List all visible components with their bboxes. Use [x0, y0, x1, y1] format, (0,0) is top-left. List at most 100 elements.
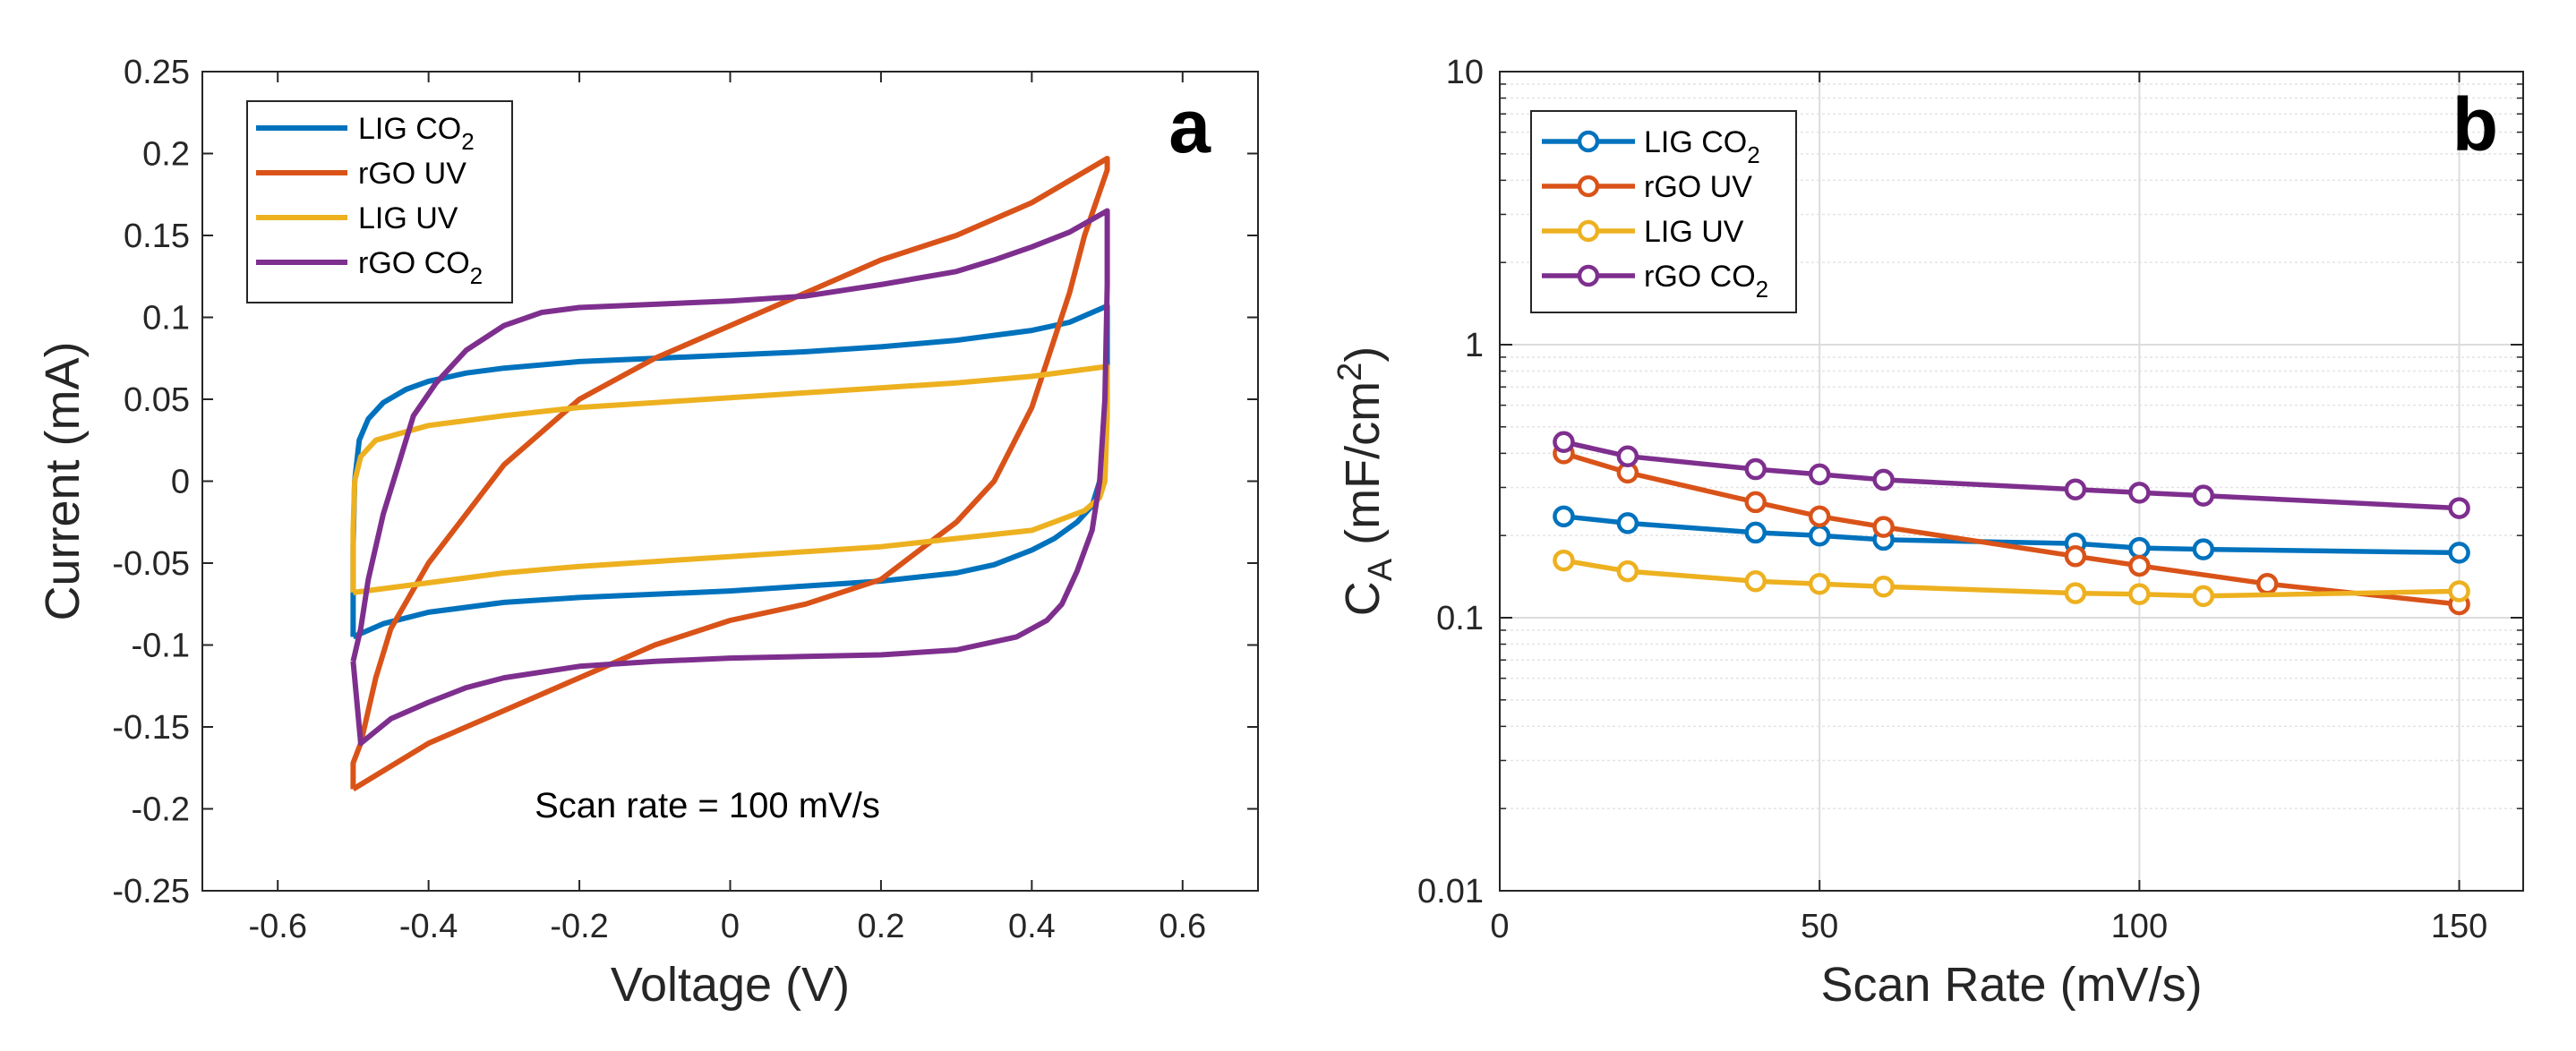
data-point-rgo-co2 [1744, 457, 1767, 481]
x-tick-label: 150 [2431, 908, 2487, 945]
data-point-lig-co2 [2128, 536, 2151, 560]
data-point-lig-uv [2064, 582, 2087, 604]
data-point-lig-uv [2128, 583, 2151, 605]
panel-label-a: a [1168, 84, 1211, 168]
y-axis-label-superscript: 2 [1331, 363, 1369, 381]
data-point-lig-uv [1872, 575, 1895, 598]
y-axis-label-subscript: A [1362, 558, 1399, 581]
data-point-rgo-uv [2128, 554, 2151, 577]
legend-box-a [246, 100, 513, 303]
legend-entry-main: rGO CO [1644, 260, 1756, 294]
y-tick-label: 10 [1446, 54, 1484, 91]
data-point-rgo-uv [2256, 572, 2279, 595]
x-tick-label: 0.6 [1159, 908, 1206, 945]
y-tick-label: -0.2 [132, 791, 190, 829]
data-point-rgo-co2 [1808, 463, 1831, 486]
cv-curve-rgo-uv [350, 156, 1110, 792]
legend-entry-label: rGO UV [358, 157, 466, 191]
y-tick-label: 0.25 [124, 54, 190, 91]
data-point-lig-uv [2192, 585, 2215, 608]
x-tick-label: 50 [1801, 908, 1838, 945]
data-point-rgo-co2 [2128, 482, 2151, 504]
data-point-rgo-uv [1744, 491, 1767, 514]
y-tick-label: 0.05 [124, 381, 190, 419]
panel-b-capacitance-plot: 0 50 100 150 0.01 0.1 1 10 Scan Rate (mV/s) CA (m… [1331, 54, 2524, 1012]
data-point-rgo-co2 [1872, 468, 1895, 491]
x-tick-label: 0.4 [1008, 908, 1056, 945]
legend-marker [1577, 130, 1600, 153]
y-axis-label-close: ) [1336, 346, 1390, 363]
legend-entry-main: rGO CO [358, 246, 470, 280]
y-axis-label-a: Current (mA) [36, 341, 90, 620]
y-tick-label: 0.01 [1417, 873, 1484, 910]
scan-rate-annotation: Scan rate = 100 mV/s [535, 786, 880, 825]
legend-entry-label: LIG UV [358, 201, 458, 235]
legend-entry-main: LIG CO [1644, 125, 1747, 159]
data-point-lig-uv [2448, 580, 2470, 602]
legend-entry-label: rGO CO2 [1644, 260, 1768, 303]
data-point-rgo-co2 [1616, 445, 1639, 467]
x-tick-label: 0 [1490, 908, 1509, 945]
data-point-lig-uv [1744, 570, 1767, 593]
x-tick-label: 100 [2111, 908, 2168, 945]
y-axis-label-units: (mF/cm [1336, 381, 1390, 559]
legend-marker [1577, 264, 1600, 287]
y-tick-label: 0.15 [124, 218, 190, 255]
legend-entry-subscript: 2 [1756, 276, 1768, 303]
data-point-lig-uv [1616, 560, 1639, 583]
data-point-lig-co2 [2448, 542, 2470, 564]
data-point-rgo-uv [1872, 516, 1895, 538]
y-axis-label-b: CA (mF/cm2) [1331, 346, 1399, 616]
legend-entry-subscript: 2 [1747, 141, 1759, 168]
y-tick-label: -0.15 [112, 709, 190, 747]
data-point-lig-uv [1553, 549, 1575, 572]
x-tick-label: 0 [721, 908, 740, 945]
x-tick-label: 0.2 [858, 908, 905, 945]
data-point-rgo-co2 [1553, 431, 1575, 453]
legend-entry-main: LIG UV [1644, 215, 1744, 249]
plot-frame-b [1499, 71, 2524, 892]
legend-entry-subscript: 2 [461, 128, 474, 155]
x-axis-label-b: Scan Rate (mV/s) [1820, 958, 2202, 1012]
data-point-rgo-uv [1808, 505, 1831, 528]
legend-entry-label: rGO CO2 [358, 246, 483, 289]
cv-curve-rgo-co2 [350, 208, 1110, 747]
legend-entry-subscript: 2 [470, 262, 483, 289]
legend-entry-label: LIG CO2 [1644, 125, 1760, 168]
y-tick-label: -0.1 [132, 628, 190, 665]
data-point-lig-co2 [1616, 512, 1639, 534]
x-axis-label-a: Voltage (V) [611, 958, 850, 1012]
data-point-rgo-co2 [2064, 478, 2087, 500]
legend-entry-label: LIG UV [1644, 215, 1744, 249]
legend-box-b [1530, 110, 1797, 313]
panel-label-b: b [2452, 82, 2498, 167]
data-point-rgo-co2 [2448, 497, 2470, 519]
data-point-lig-co2 [2192, 538, 2215, 560]
data-point-lig-co2 [1553, 505, 1575, 528]
x-tick-label: -0.4 [399, 908, 458, 945]
y-tick-label: 0.1 [142, 300, 190, 338]
data-point-lig-co2 [1744, 521, 1767, 544]
legend-marker [1577, 219, 1600, 243]
data-point-rgo-uv [2064, 545, 2087, 568]
x-tick-label: -0.6 [248, 908, 306, 945]
y-tick-label: 0.2 [142, 136, 190, 174]
legend-entry-main: LIG CO [358, 112, 461, 146]
data-point-rgo-co2 [2192, 484, 2215, 507]
panel-a-cv-plot: -0.6 -0.4 -0.2 0 0.2 0.4 0.6 -0.25 -0.2 -0.15 -0.1… [36, 54, 1259, 1012]
legend-entry-label: LIG CO2 [358, 112, 475, 155]
y-tick-label: 0 [171, 464, 190, 501]
y-tick-label: 1 [1465, 327, 1484, 364]
y-axis-label-main: C [1336, 581, 1390, 616]
legend-entry-main: rGO UV [358, 157, 466, 191]
legend-entry-label: rGO UV [1644, 170, 1752, 204]
y-tick-label: -0.25 [112, 873, 190, 910]
legend-marker [1577, 175, 1600, 198]
data-point-lig-uv [1808, 572, 1831, 595]
x-tick-label: -0.2 [550, 908, 608, 945]
y-tick-label: 0.1 [1436, 600, 1484, 637]
legend-entry-main: rGO UV [1644, 170, 1752, 204]
